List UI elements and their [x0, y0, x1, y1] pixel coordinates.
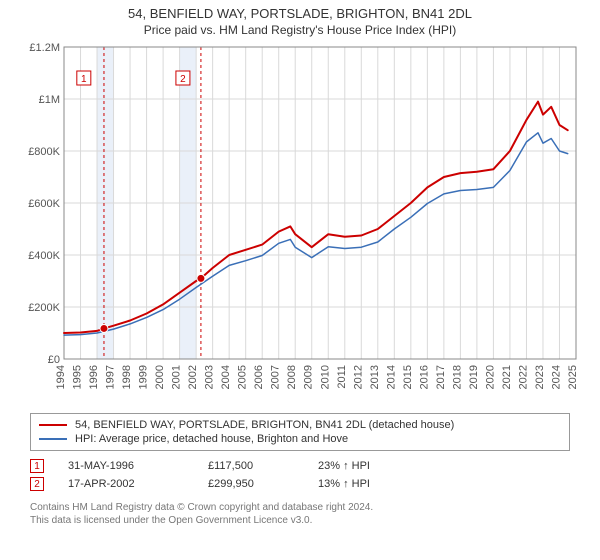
svg-text:2008: 2008 [286, 365, 298, 389]
svg-text:2017: 2017 [435, 365, 447, 389]
svg-text:2005: 2005 [237, 365, 249, 389]
marker-price: £299,950 [208, 478, 318, 490]
marker-diff: 13% ↑ HPI [318, 478, 428, 490]
svg-text:2024: 2024 [550, 365, 562, 389]
svg-text:£400K: £400K [28, 250, 60, 262]
svg-text:1: 1 [81, 74, 87, 85]
svg-text:1999: 1999 [138, 365, 150, 389]
svg-text:2013: 2013 [369, 365, 381, 389]
svg-text:2016: 2016 [418, 365, 430, 389]
svg-text:2007: 2007 [270, 365, 282, 389]
svg-text:2025: 2025 [567, 365, 579, 389]
marker-badge: 1 [30, 459, 44, 473]
svg-text:2011: 2011 [336, 365, 348, 389]
svg-text:2012: 2012 [352, 365, 364, 389]
legend-swatch [39, 424, 67, 426]
chart-area: £0 £200K £400K £600K £800K £1M £1.2M 1994 1995 19… [20, 39, 580, 409]
chart-svg: £0 £200K £400K £600K £800K £1M £1.2M 1994 1995 19… [20, 39, 580, 409]
svg-text:£0: £0 [48, 354, 60, 366]
svg-text:2003: 2003 [204, 365, 216, 389]
marker-price: £117,500 [208, 460, 318, 472]
svg-text:2023: 2023 [534, 365, 546, 389]
svg-text:1997: 1997 [105, 365, 117, 389]
svg-text:2001: 2001 [171, 365, 183, 389]
svg-text:2018: 2018 [451, 365, 463, 389]
legend-swatch [39, 438, 67, 440]
svg-text:2019: 2019 [468, 365, 480, 389]
marker-row: 1 31-MAY-1996£117,50023% ↑ HPI [30, 457, 570, 475]
legend-item: HPI: Average price, detached house, Brig… [39, 432, 561, 446]
legend-label: 54, BENFIELD WAY, PORTSLADE, BRIGHTON, B… [75, 419, 454, 431]
chart-title: 54, BENFIELD WAY, PORTSLADE, BRIGHTON, B… [0, 6, 600, 21]
legend-box: 54, BENFIELD WAY, PORTSLADE, BRIGHTON, B… [30, 413, 570, 451]
svg-text:£1M: £1M [39, 94, 60, 106]
svg-text:2014: 2014 [385, 365, 397, 389]
svg-text:£600K: £600K [28, 198, 60, 210]
svg-text:1996: 1996 [88, 365, 100, 389]
markers-table: 1 31-MAY-1996£117,50023% ↑ HPI 2 17-APR-200… [30, 457, 570, 493]
svg-text:1994: 1994 [55, 365, 67, 389]
svg-text:2: 2 [180, 74, 186, 85]
attribution-line1: Contains HM Land Registry data © Crown c… [30, 501, 570, 514]
marker-date: 17-APR-2002 [68, 478, 208, 490]
svg-text:1998: 1998 [121, 365, 133, 389]
title-block: 54, BENFIELD WAY, PORTSLADE, BRIGHTON, B… [0, 0, 600, 39]
svg-text:2004: 2004 [220, 365, 232, 389]
svg-text:2010: 2010 [319, 365, 331, 389]
attribution: Contains HM Land Registry data © Crown c… [30, 501, 570, 527]
legend-item: 54, BENFIELD WAY, PORTSLADE, BRIGHTON, B… [39, 418, 561, 432]
marker-badge: 2 [30, 477, 44, 491]
chart-subtitle: Price paid vs. HM Land Registry's House … [0, 23, 600, 37]
svg-text:1995: 1995 [72, 365, 84, 389]
svg-text:2009: 2009 [303, 365, 315, 389]
svg-text:2022: 2022 [517, 365, 529, 389]
marker-diff: 23% ↑ HPI [318, 460, 428, 472]
svg-text:£800K: £800K [28, 146, 60, 158]
legend-label: HPI: Average price, detached house, Brig… [75, 433, 348, 445]
marker-row: 2 17-APR-2002£299,95013% ↑ HPI [30, 475, 570, 493]
marker-date: 31-MAY-1996 [68, 460, 208, 472]
svg-text:2000: 2000 [154, 365, 166, 389]
svg-text:2006: 2006 [253, 365, 265, 389]
svg-text:£200K: £200K [28, 302, 60, 314]
svg-text:2015: 2015 [402, 365, 414, 389]
svg-text:2021: 2021 [501, 365, 513, 389]
attribution-line2: This data is licensed under the Open Gov… [30, 514, 570, 527]
svg-text:2020: 2020 [484, 365, 496, 389]
svg-text:2002: 2002 [187, 365, 199, 389]
svg-text:£1.2M: £1.2M [29, 42, 60, 54]
